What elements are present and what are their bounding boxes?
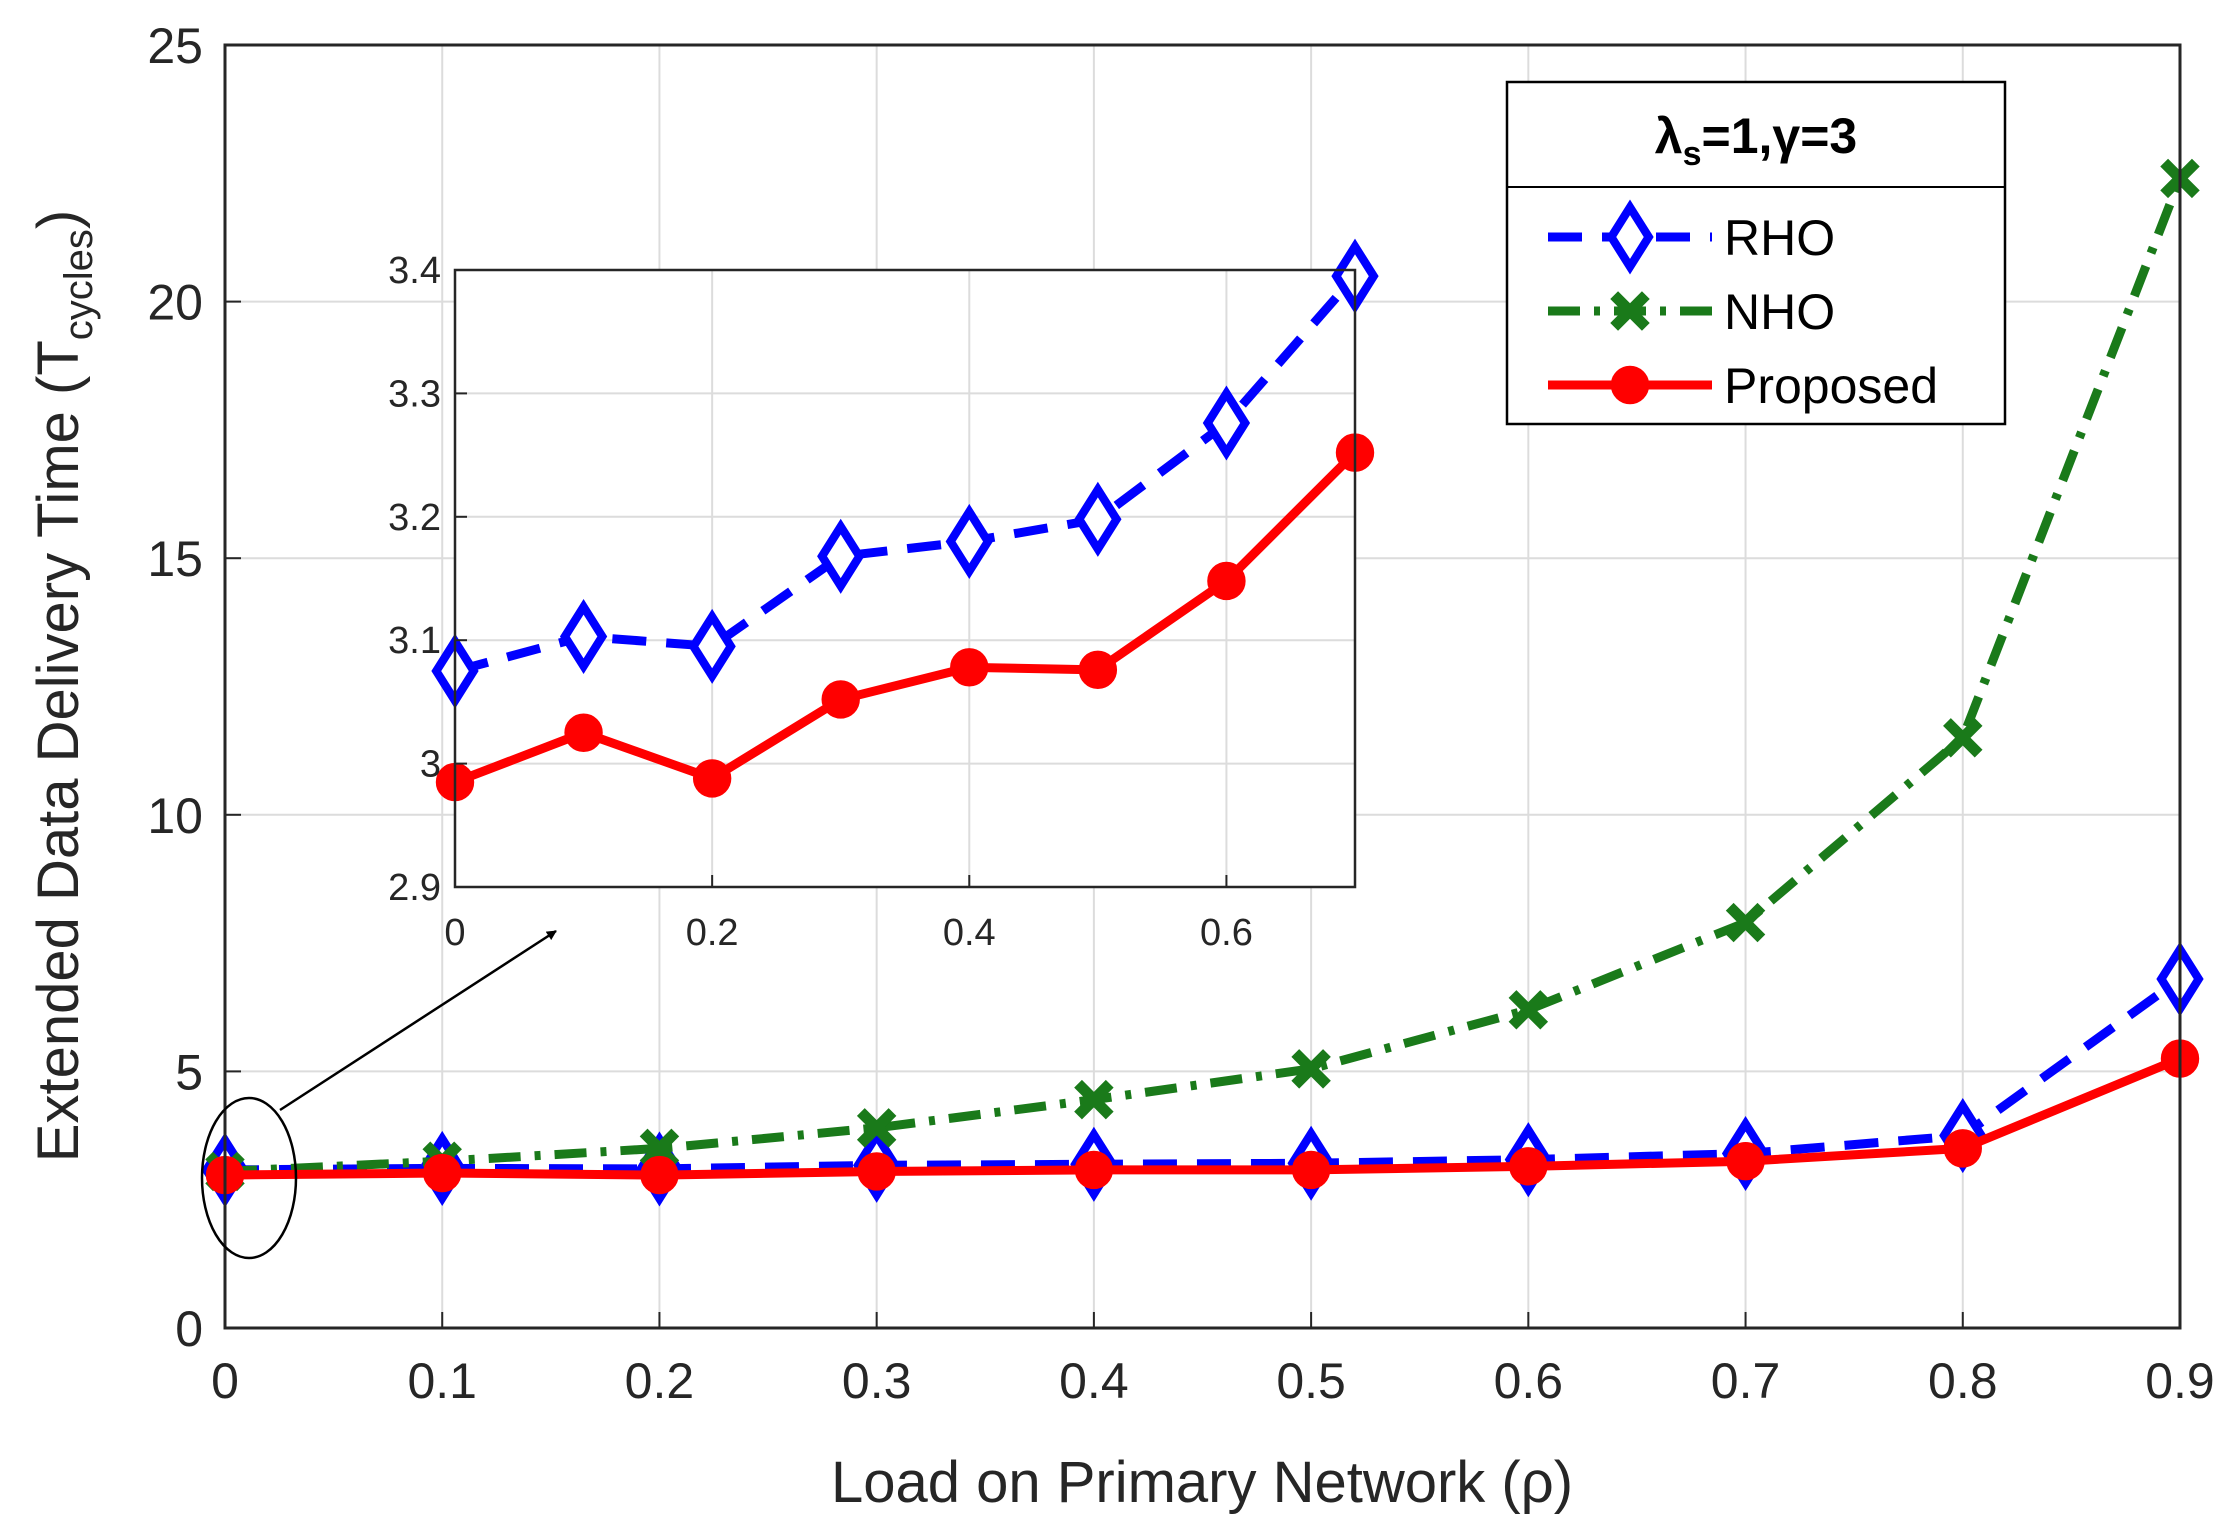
zoom-ellipse (200, 1096, 298, 1260)
inset-y-tick-label: 3.1 (388, 620, 441, 662)
inset-point-rho (1202, 385, 1251, 461)
data-point-proposed (1943, 1129, 1982, 1168)
inset-line-rho (453, 273, 1359, 676)
zoom-arrow (279, 929, 557, 1112)
data-point-proposed (857, 1152, 896, 1191)
x-tick-label: 0.8 (1928, 1353, 1998, 1409)
main-series (201, 158, 2204, 1208)
data-point-proposed (1074, 1150, 1114, 1190)
legend-box (1505, 80, 2007, 426)
inset-point-proposed (692, 759, 732, 798)
data-point-nho (1291, 1049, 1331, 1089)
data-point-nho (1943, 718, 1983, 758)
y-axis-label: Extended Data Delivery Time (Tcycles) (26, 210, 101, 1162)
series-line-proposed (224, 1054, 2182, 1180)
inset-plot-area (455, 270, 1355, 887)
inset-x-tick-label: 0.2 (686, 912, 739, 954)
inset-y-tick-label: 3.4 (388, 250, 441, 292)
x-tick-label: 0.6 (1494, 1353, 1564, 1409)
legend-item-rho: RHO (1548, 199, 1835, 275)
inset-point-rho (688, 608, 736, 684)
y-tick-label: 5 (175, 1044, 203, 1100)
x-tick-label: 0.7 (1711, 1353, 1781, 1409)
y-tick-label: 15 (147, 531, 203, 587)
y-axis-ticks: 0 5 10 15 20 25 (147, 18, 241, 1357)
data-point-proposed (1291, 1150, 1331, 1190)
x-axis-label: Load on Primary Network (ρ) (831, 1450, 1573, 1515)
x-tick-label: 0.5 (1276, 1353, 1346, 1409)
inset-y-tick-label: 3.3 (388, 373, 441, 415)
inset-point-rho (817, 518, 865, 594)
y-tick-label: 20 (147, 275, 203, 331)
inset-point-rho (1074, 481, 1122, 557)
data-point-nho (1074, 1079, 1114, 1120)
inset-point-proposed (1207, 561, 1246, 601)
legend-label: Proposed (1724, 358, 1938, 414)
inset-x-ticks: 0 0.2 0.4 0.6 (444, 875, 1253, 954)
data-point-proposed (1509, 1147, 1548, 1186)
y-tick-label: 25 (147, 18, 203, 74)
x-tick-label: 0.1 (407, 1353, 477, 1409)
data-point-nho (1508, 990, 1549, 1030)
inset-point-rho (559, 598, 608, 675)
inset-point-proposed (821, 680, 860, 719)
inset-y-tick-label: 3.2 (388, 497, 441, 539)
inset-point-proposed (950, 648, 989, 687)
inset-x-tick-label: 0.6 (1200, 912, 1253, 954)
legend-item-nho: NHO (1548, 284, 1835, 340)
inset-point-proposed (1078, 650, 1118, 690)
data-point-nho (1725, 902, 1766, 943)
data-point-nho (639, 1128, 680, 1169)
inset-frame (453, 268, 1357, 889)
legend-title: λs=1,γ=3 (1655, 108, 1857, 173)
legend-marker (1606, 199, 1654, 275)
inset-y-ticks: 2.9 3 3.1 3.2 3.3 3.4 (388, 250, 467, 909)
legend-marker (1610, 365, 1650, 405)
data-point-proposed (640, 1155, 679, 1195)
y-tick-label: 0 (175, 1301, 203, 1357)
x-tick-label: 0.9 (2145, 1353, 2215, 1409)
x-tick-label: 0.3 (842, 1353, 912, 1409)
plot-frame (223, 43, 2182, 1330)
legend-item-proposed: Proposed (1548, 358, 1938, 414)
inset-series-rho (431, 238, 1379, 709)
inset-line-proposed (453, 449, 1359, 787)
x-tick-label: 0.4 (1059, 1353, 1129, 1409)
x-tick-label: 0 (211, 1353, 239, 1409)
legend-label: NHO (1724, 284, 1835, 340)
series-line-rho (224, 975, 2183, 1175)
x-tick-label: 0.2 (625, 1353, 695, 1409)
inset-x-tick-label: 0 (444, 912, 465, 954)
inset-series (431, 238, 1379, 802)
inset-x-tick-label: 0.4 (943, 912, 996, 954)
inset-point-rho (945, 503, 993, 580)
inset-y-tick-label: 3 (420, 744, 441, 786)
legend-label: RHO (1724, 210, 1835, 266)
inset-point-proposed (564, 713, 603, 752)
data-point-proposed (423, 1153, 462, 1193)
data-point-nho (856, 1108, 897, 1148)
legend-marker (1610, 291, 1650, 331)
inset-y-tick-label: 2.9 (388, 867, 441, 909)
legend: λs=1,γ=3 RHO NHO Proposed (1505, 80, 2007, 426)
y-tick-label: 10 (147, 788, 203, 844)
data-point-proposed (1726, 1142, 1765, 1181)
x-axis-ticks: 0 0.1 0.2 0.3 0.4 0.5 0.6 0.7 0.8 0.9 (211, 1312, 2215, 1409)
